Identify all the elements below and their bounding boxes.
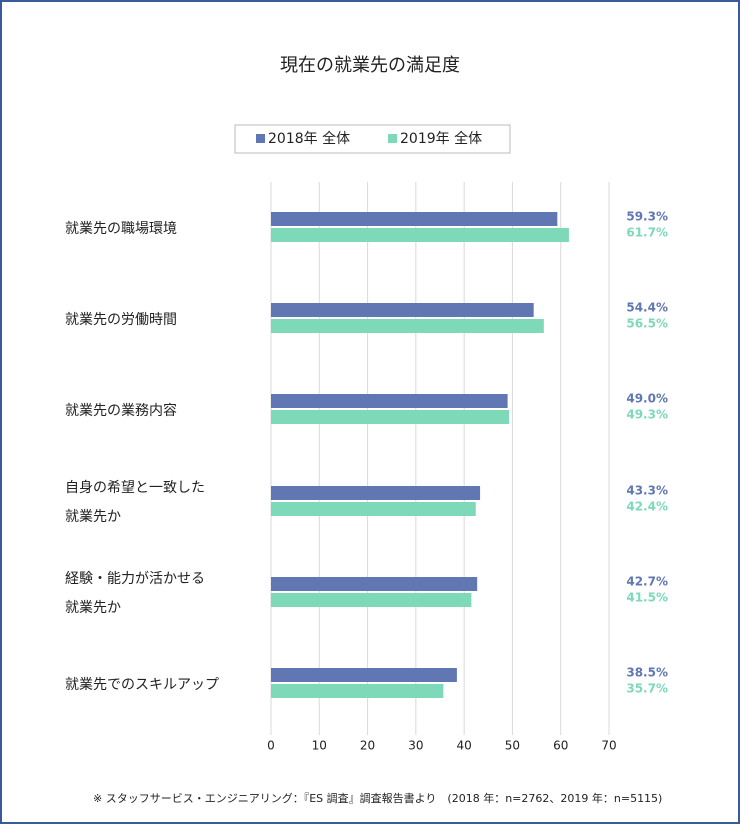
y-tick-label: 就業先か	[65, 509, 121, 525]
chart-title: 現在の就業先の満足度	[280, 55, 460, 76]
y-tick-label: 就業先の業務内容	[65, 402, 177, 419]
legend-label: 2018年 全体	[268, 130, 350, 147]
x-tick-label: 0	[267, 739, 275, 753]
x-tick-label: 20	[360, 739, 375, 753]
y-tick-label: 就業先の労働時間	[65, 312, 177, 328]
y-tick-label: 経験・能力が活かせる	[65, 571, 205, 587]
x-tick-label: 30	[408, 739, 423, 753]
value-label: 35.7%	[626, 682, 668, 696]
value-label: 41.5%	[626, 591, 668, 605]
value-label: 43.3%	[626, 484, 668, 498]
x-tick-label: 10	[312, 739, 327, 753]
bar	[271, 668, 457, 682]
bar	[271, 684, 444, 698]
x-tick-label: 70	[601, 739, 616, 753]
value-label: 49.3%	[626, 408, 668, 422]
legend-swatch	[388, 134, 397, 143]
y-tick-label: 自身の希望と一致した	[65, 480, 205, 496]
y-tick-label: 就業先でのスキルアップ	[65, 677, 219, 693]
bar	[271, 212, 558, 226]
legend-swatch	[256, 134, 265, 143]
footnote: ※ スタッフサービス・エンジニアリング：『ES 調査』調査報告書より (2018…	[93, 791, 662, 805]
value-label: 42.7%	[626, 575, 668, 589]
bar	[271, 394, 508, 408]
value-label: 59.3%	[626, 210, 668, 224]
bar	[271, 303, 534, 317]
x-tick-label: 40	[457, 739, 472, 753]
bar	[271, 593, 472, 607]
bar	[271, 486, 481, 500]
bar	[271, 228, 569, 242]
bar	[271, 410, 510, 424]
y-tick-label: 就業先か	[65, 600, 121, 616]
bar	[271, 502, 476, 516]
bar	[271, 577, 478, 591]
legend	[234, 124, 511, 154]
bar	[271, 319, 544, 333]
value-label: 38.5%	[626, 666, 668, 680]
value-label: 49.0%	[626, 392, 668, 406]
value-label: 61.7%	[626, 226, 668, 240]
value-label: 54.4%	[626, 301, 668, 315]
value-label: 42.4%	[626, 500, 668, 514]
x-tick-label: 60	[553, 739, 568, 753]
x-tick-label: 50	[505, 739, 520, 753]
legend-label: 2019年 全体	[400, 130, 482, 147]
y-tick-label: 就業先の職場環境	[65, 221, 177, 237]
value-label: 56.5%	[626, 317, 668, 331]
